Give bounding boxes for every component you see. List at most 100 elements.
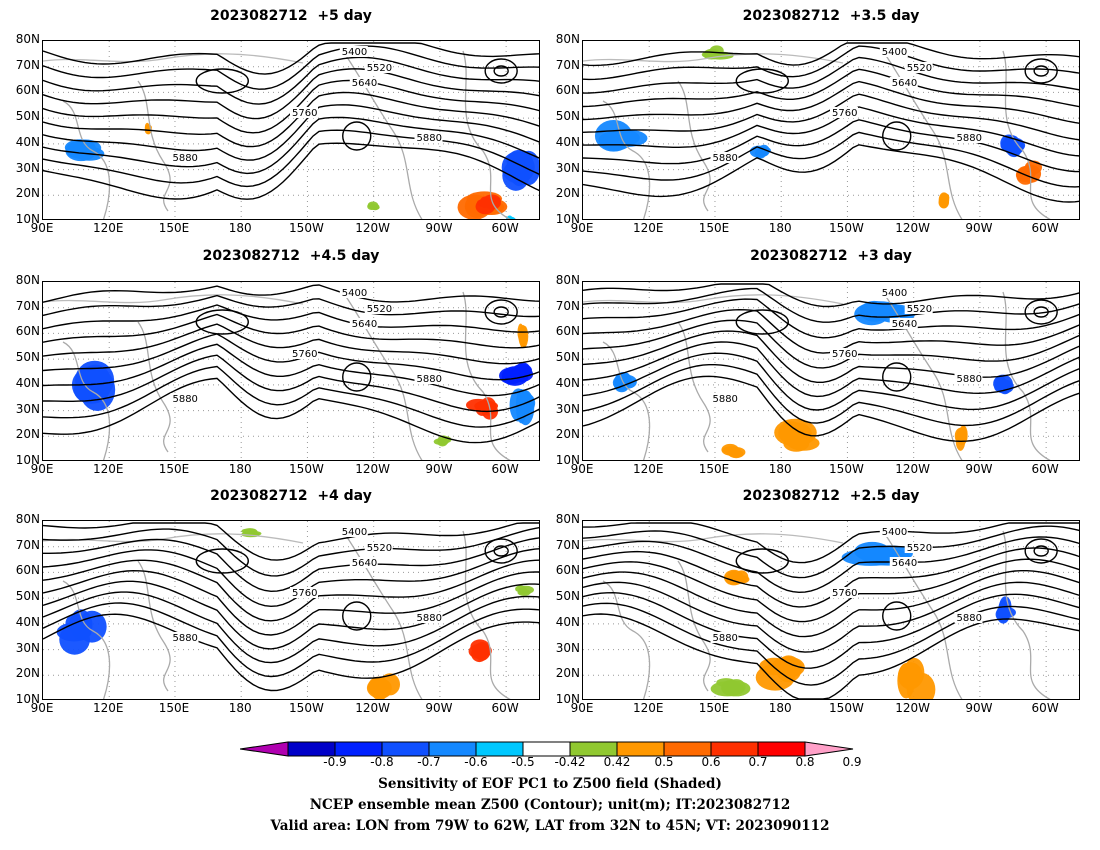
lat-tick-label: 70N [15,57,40,72]
lat-tick-label: 60N [555,83,580,98]
lat-tick-label: 80N [15,32,40,46]
contour-label: 5760 [292,588,317,599]
panel-title: 2023082712 +5 day [210,8,372,24]
caption-line-1: Sensitivity of EOF PC1 to Z500 field (Sh… [378,776,722,792]
colorbar-tick-label: -0.6 [464,755,488,769]
contour-line [583,283,1079,308]
sensitivity-shading [468,639,492,663]
contour-line [43,522,539,561]
contour-line [583,364,1079,427]
lon-tick-label: 90E [570,701,594,715]
contour-label: 5520 [907,543,932,554]
contour-line [583,581,1079,653]
contour-line [583,68,1079,108]
contour-line [583,106,1079,157]
map-frame: 5400 5520 5640 5760 5880 5880 [42,520,540,700]
contour-label: 5400 [342,527,367,538]
lon-tick-label: 150E [698,701,730,715]
colorbar-segment [428,741,477,757]
caption-line-2: NCEP ensemble mean Z500 (Contour); unit(… [309,797,791,813]
lat-tick-label: 70N [15,298,40,313]
contour-line [583,131,1079,188]
lon-tick-label: 150E [158,462,190,476]
colorbar-tick-label: 0.5 [654,755,674,769]
contour-line [43,377,539,444]
lat-tick-label: 40N [15,134,40,149]
contour-label: 5400 [882,288,907,299]
lon-tick-label: 180 [228,701,252,715]
sensitivity-shading [501,149,539,191]
contour-closed [195,309,249,335]
contour-label: 5880 [417,133,442,144]
contour-label: 5640 [352,319,377,330]
lat-tick-label: 40N [555,614,580,629]
lat-tick-label: 20N [555,666,580,681]
contour-label: 5400 [342,288,367,299]
sensitivity-shading [755,655,805,691]
contour-label: 5640 [892,558,917,569]
contour-label: 5880 [172,633,197,644]
lat-tick-label: 30N [555,401,580,416]
contour-line [583,602,1079,686]
sensitivity-shading [64,139,105,162]
map-frame: 5400 5520 5640 5760 5880 5880 [582,40,1080,220]
lat-tick-label: 30N [555,160,580,175]
lon-tick-label: 90E [570,462,594,476]
contour-closed [882,121,912,151]
sensitivity-shading [56,609,107,655]
colorbar-graphic [239,741,854,757]
sensitivity-shading [938,192,950,209]
contour-label: 5760 [832,588,857,599]
lon-tick-label: 150W [829,701,864,715]
contour-label: 5880 [172,153,197,164]
map-frame: 5400 5520 5640 5760 5880 5880 [42,281,540,461]
lon-tick-label: 150E [158,701,190,715]
contour-closed [342,362,372,392]
z500-contours [43,42,539,200]
sensitivity-shading [367,201,380,211]
contour-line [43,142,539,200]
lat-tick-label: 40N [15,614,40,629]
contour-label: 5640 [892,78,917,89]
lat-tick-label: 10N [15,692,40,706]
lat-tick-label: 40N [555,375,580,390]
contour-line [583,536,1079,594]
contour-line [43,42,539,75]
contour-label: 5640 [352,78,377,89]
contour-closed [1024,299,1058,325]
lon-tick-label: 120E [632,701,664,715]
sensitivity-shading [954,425,968,451]
lon-tick-label: 90E [30,462,54,476]
contour-closed [735,548,789,574]
lon-tick-label: 150W [829,462,864,476]
contour-label: 5400 [882,527,907,538]
lon-tick-label: 120W [895,462,931,476]
lon-tick-label: 120E [92,221,124,235]
contour-closed [195,548,249,574]
contour-line [583,80,1079,124]
contour-line [583,287,1079,323]
sensitivity-shading [366,673,401,699]
sensitivity-shading [499,362,534,386]
sensitivity-shading [517,323,529,349]
lat-tick-label: 80N [15,273,40,287]
contour-line [43,129,539,188]
contour-line [583,341,1079,398]
lon-tick-label: 60W [491,221,519,235]
colorbar-segment [287,741,336,757]
contour-line [583,375,1079,443]
lat-tick-label: 70N [555,537,580,552]
sensitivity-shading [774,418,820,452]
map-frame: 5400 5520 5640 5760 5880 5880 [582,281,1080,461]
contour-label: 5880 [712,633,737,644]
contour-label: 5880 [172,394,197,405]
contour-closed [1024,58,1058,84]
lon-tick-label: 120E [632,221,664,235]
contour-label: 5400 [882,47,907,58]
contour-line [43,323,539,365]
lat-tick-label: 40N [555,134,580,149]
lon-tick-label: 90W [965,701,993,715]
contour-label: 5880 [957,374,982,385]
